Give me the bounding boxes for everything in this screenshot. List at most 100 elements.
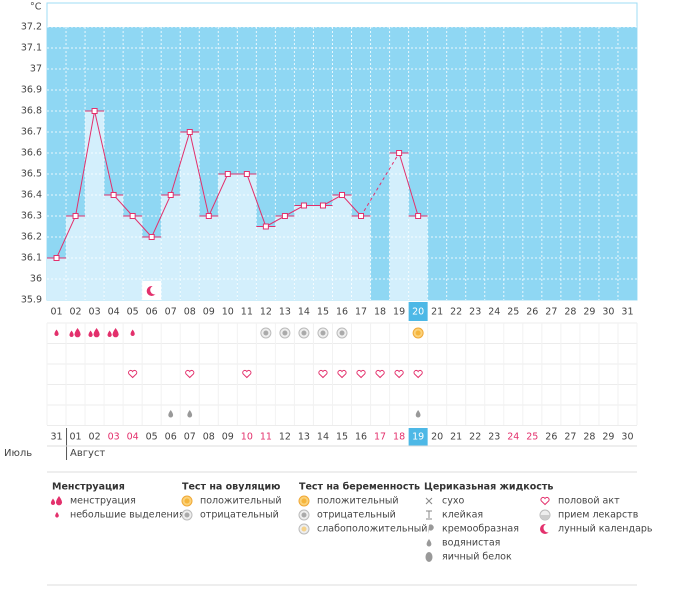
day-label: 09	[203, 307, 215, 318]
heart-icon	[337, 369, 347, 379]
temperature-marker	[53, 255, 60, 261]
day-label: 18	[374, 307, 386, 318]
legend-item: отрицательный	[317, 510, 396, 521]
temperature-marker	[224, 171, 231, 177]
cycle-day: 06	[165, 432, 177, 443]
day-label: 30	[602, 307, 614, 318]
temperature-bar	[313, 205, 333, 300]
drop-icon	[55, 496, 63, 506]
y-tick-label: 36.7	[21, 127, 42, 138]
y-tick-label: 37	[30, 64, 42, 75]
temperature-marker	[91, 108, 98, 114]
temperature-line	[398, 152, 419, 217]
legend-item: небольшие выделения	[70, 510, 185, 521]
temperature-bar	[161, 195, 181, 300]
cycle-day: 05	[146, 432, 158, 443]
day-label: 01	[50, 307, 62, 318]
eggwhite-icon	[425, 552, 433, 562]
day-label: 12	[260, 307, 272, 318]
temperature-marker	[72, 213, 79, 219]
day-label: 25	[507, 307, 519, 318]
cycle-day: 25	[526, 432, 538, 443]
temperature-bar	[256, 226, 276, 300]
temperature-marker	[339, 192, 345, 198]
pill-half	[540, 515, 550, 520]
day-label: 22	[450, 307, 462, 318]
legend-title: Менструация	[52, 482, 125, 493]
day-label: 04	[108, 307, 120, 318]
drop-icon	[93, 328, 100, 338]
y-tick-label: 36.9	[21, 85, 42, 96]
heart-icon	[185, 369, 195, 379]
legend-item: слабоположительный	[317, 524, 427, 535]
drop-icon	[69, 330, 74, 338]
legend-item: отрицательный	[200, 510, 279, 521]
drop-icon	[426, 539, 432, 547]
day-label: 08	[184, 307, 196, 318]
temperature-marker	[243, 171, 250, 177]
legend-title: Цериказьная жидкость	[424, 482, 553, 493]
negative-core	[301, 330, 307, 336]
temperature-marker	[358, 213, 365, 219]
creamy-icon	[428, 524, 434, 534]
cycle-day: 17	[374, 432, 386, 443]
dry-icon	[425, 497, 433, 505]
cycle-day: 08	[203, 432, 215, 443]
drop-icon	[415, 410, 421, 418]
legend-item: лунный календарь	[558, 524, 653, 535]
heart-icon	[540, 496, 550, 506]
legend-item: половой акт	[558, 496, 620, 507]
y-tick-label: 36.3	[21, 211, 42, 222]
cycle-day: 12	[279, 432, 291, 443]
day-label: 10	[222, 307, 234, 318]
cycle-day: 23	[488, 432, 500, 443]
cycle-day: 26	[545, 432, 557, 443]
day-label: 19	[393, 307, 405, 318]
day-label: 06	[146, 307, 158, 318]
day-label: 20	[412, 307, 424, 318]
positive-core	[301, 498, 307, 504]
y-tick-label: 35.9	[21, 295, 42, 306]
temperature-marker	[415, 213, 422, 219]
cycle-day: 11	[260, 432, 272, 443]
temperature-bar	[237, 174, 257, 300]
y-tick-label: 36.6	[21, 148, 42, 159]
y-tick-label: 36.2	[21, 232, 42, 243]
legend-item: водянистая	[442, 538, 500, 549]
highlight-cycle-day	[408, 428, 428, 446]
temperature-marker	[110, 192, 117, 198]
cycle-day: 09	[222, 432, 234, 443]
cycle-day: 10	[241, 432, 253, 443]
day-label: 13	[279, 307, 291, 318]
cycle-day: 22	[469, 432, 481, 443]
highlight-day	[408, 302, 428, 321]
cycle-day: 18	[393, 432, 405, 443]
legend-item: кремообразная	[442, 524, 519, 535]
cycle-day: 21	[450, 432, 462, 443]
day-label: 23	[469, 307, 481, 318]
moon-cut	[543, 523, 553, 533]
month-label: Август	[70, 448, 105, 459]
legend-item: менструация	[70, 496, 136, 507]
cycle-day: 13	[298, 432, 310, 443]
drop-icon	[168, 410, 174, 418]
heart-icon	[394, 369, 404, 379]
cycle-day: 14	[317, 432, 329, 443]
y-tick-label: 36.5	[21, 169, 42, 180]
temperature-bar	[294, 205, 314, 300]
cycle-day: 30	[621, 432, 633, 443]
legend-item: положительный	[200, 496, 282, 507]
y-tick-label: 37.1	[21, 43, 42, 54]
cycle-day: 29	[602, 432, 614, 443]
day-label: 29	[583, 307, 595, 318]
negative-core	[339, 330, 345, 336]
cycle-day: 04	[127, 432, 139, 443]
heart-icon	[375, 369, 385, 379]
day-label: 31	[621, 307, 633, 318]
y-tick-label: 36	[30, 274, 42, 285]
temperature-marker	[186, 129, 193, 135]
day-label: 16	[336, 307, 348, 318]
day-label: 02	[70, 307, 82, 318]
heart-icon	[413, 369, 423, 379]
